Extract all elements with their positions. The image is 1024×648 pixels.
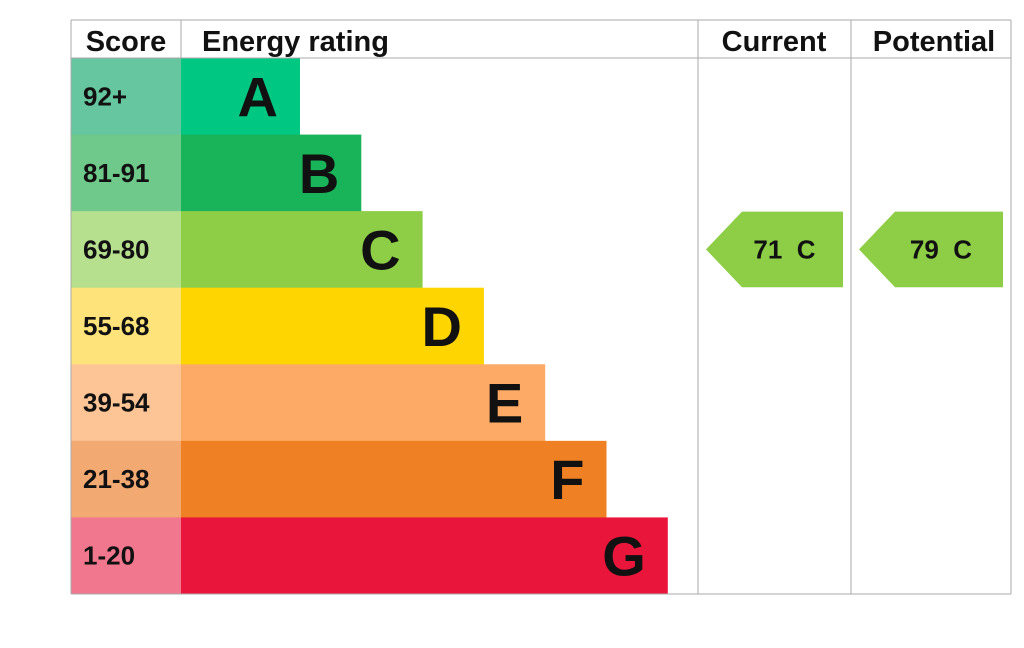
score-label-f: 21-38: [83, 464, 150, 494]
table-grid: [70, 19, 1012, 595]
band-letter-b: B: [299, 142, 339, 205]
band-bar-c: [181, 211, 423, 289]
score-label-e: 39-54: [83, 388, 150, 418]
score-label-c: 69-80: [83, 234, 150, 264]
band-letter-e: E: [486, 372, 523, 435]
score-cell-g: [71, 517, 181, 595]
score-label-d: 55-68: [83, 311, 150, 341]
band-bar-f: [181, 440, 607, 518]
score-cell-d: [71, 287, 181, 365]
band-letter-g: G: [602, 525, 646, 588]
score-label-a: 92+: [83, 81, 127, 111]
header-potential: Potential: [873, 26, 995, 58]
band-bar-e: [181, 364, 546, 442]
header-row: Score Energy rating Current Potential: [86, 26, 996, 58]
score-cell-f: [71, 440, 181, 518]
score-label-g: 1-20: [83, 541, 135, 571]
band-letter-f: F: [550, 448, 584, 511]
header-energy-rating: Energy rating: [202, 26, 389, 58]
potential-rating-arrow-label: 79 C: [910, 234, 972, 264]
bands-layer: 92+ A 81-91 B 69-80 C 55-68 D 39-54 E 21-38 F 1-20 G: [71, 58, 668, 595]
score-cell-b: [71, 134, 181, 212]
header-current: Current: [722, 26, 827, 58]
band-bar-b: [181, 134, 362, 212]
header-score: Score: [86, 26, 167, 58]
band-letter-a: A: [238, 65, 278, 128]
score-cell-a: [71, 58, 181, 136]
band-bar-a: [181, 58, 300, 136]
score-label-b: 81-91: [83, 158, 150, 188]
band-letter-c: C: [360, 218, 400, 281]
current-rating-arrow: [706, 211, 843, 288]
score-cell-e: [71, 364, 181, 442]
arrows-layer: 71 C 79 C: [706, 211, 1003, 288]
band-letter-d: D: [421, 295, 461, 358]
potential-rating-arrow: [859, 211, 1003, 288]
band-bar-g: [181, 517, 668, 595]
score-cell-c: [71, 211, 181, 289]
band-bar-d: [181, 287, 484, 365]
current-rating-arrow-label: 71 C: [753, 234, 815, 264]
